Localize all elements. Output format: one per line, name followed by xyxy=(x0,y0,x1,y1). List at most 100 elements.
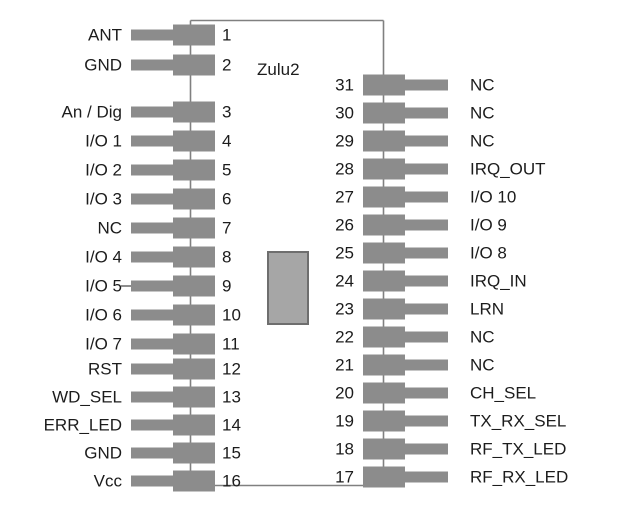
pin-number-5: 5 xyxy=(222,160,232,180)
pin-number-10: 10 xyxy=(222,305,241,325)
pin-lead-22 xyxy=(405,331,448,343)
pin-number-26: 26 xyxy=(335,215,354,235)
pin-number-6: 6 xyxy=(222,189,232,209)
pin-name-11: I/O 7 xyxy=(85,334,122,354)
pin-number-16: 16 xyxy=(222,471,241,491)
center-block-shape xyxy=(267,251,309,325)
pin-lead-28 xyxy=(405,163,448,175)
pin-name-19: TX_RX_SEL xyxy=(470,411,567,431)
left-pin-shapes xyxy=(121,24,215,492)
pin-lead-27 xyxy=(405,191,448,203)
pin-number-20: 20 xyxy=(335,383,354,403)
pin-pad-9 xyxy=(173,275,215,297)
pin-number-24: 24 xyxy=(335,271,354,291)
pin-lead-21 xyxy=(405,359,448,371)
pin-lead-12 xyxy=(131,363,173,375)
pin-pad-1 xyxy=(173,24,215,46)
pin-pad-7 xyxy=(173,217,215,239)
pin-number-17: 17 xyxy=(335,467,354,487)
pin-name-1: ANT xyxy=(88,25,122,45)
pin-number-1: 1 xyxy=(222,25,232,45)
pin-lead-6 xyxy=(131,193,173,205)
pin-name-17: RF_RX_LED xyxy=(470,467,569,487)
pin-name-6: I/O 3 xyxy=(85,189,122,209)
pin-lead-17 xyxy=(405,471,448,483)
pin-lead-18 xyxy=(405,443,448,455)
pin-number-28: 28 xyxy=(335,159,354,179)
pin-pad-13 xyxy=(173,386,215,408)
pin-pad-4 xyxy=(173,130,215,152)
pin-pad-29 xyxy=(363,130,405,152)
pin-name-31: NC xyxy=(470,75,495,95)
pin-pad-17 xyxy=(363,466,405,488)
pin-number-18: 18 xyxy=(335,439,354,459)
pin-pad-10 xyxy=(173,304,215,326)
pin-name-10: I/O 6 xyxy=(85,305,122,325)
pin-pad-20 xyxy=(363,382,405,404)
pin-name-15: GND xyxy=(84,443,122,463)
pin-pad-8 xyxy=(173,246,215,268)
pin-name-2: GND xyxy=(84,55,122,75)
pin-number-12: 12 xyxy=(222,359,241,379)
pin-lead-23 xyxy=(405,303,448,315)
pin-number-11: 11 xyxy=(222,334,240,354)
pin-pad-15 xyxy=(173,442,215,464)
pin-name-16: Vcc xyxy=(93,471,122,491)
pin-pad-27 xyxy=(363,186,405,208)
pin-pad-26 xyxy=(363,214,405,236)
pin-pad-2 xyxy=(173,54,215,76)
pin-name-25: I/O 8 xyxy=(470,243,507,263)
pin-lead-1 xyxy=(131,29,173,41)
pin-number-22: 22 xyxy=(335,327,354,347)
pin-pad-14 xyxy=(173,414,215,436)
pin-lead-30 xyxy=(405,107,448,119)
pin-pad-11 xyxy=(173,333,215,355)
pin-name-18: RF_TX_LED xyxy=(470,439,567,459)
pin-pad-22 xyxy=(363,326,405,348)
pin-pad-30 xyxy=(363,102,405,124)
pin-lead-11 xyxy=(131,338,173,350)
pin-name-24: IRQ_IN xyxy=(470,271,527,291)
pin-lead-7 xyxy=(131,222,173,234)
pin-name-29: NC xyxy=(470,131,495,151)
pin-lead-9 xyxy=(131,280,173,292)
pin-pad-25 xyxy=(363,242,405,264)
pin-name-30: NC xyxy=(470,103,495,123)
pin-lead-3 xyxy=(131,106,173,118)
pin-name-3: An / Dig xyxy=(61,102,122,122)
pin-pad-12 xyxy=(173,358,215,380)
pin-name-23: LRN xyxy=(470,299,505,319)
pin-lead-8 xyxy=(131,251,173,263)
pin-pad-19 xyxy=(363,410,405,432)
right-pin-shapes xyxy=(363,74,448,488)
module-block xyxy=(267,251,309,325)
pin-number-14: 14 xyxy=(222,415,241,435)
pin-lead-5 xyxy=(131,164,173,176)
pin-pad-18 xyxy=(363,438,405,460)
chip-title: Zulu2 xyxy=(257,60,300,79)
pin-lead-25 xyxy=(405,247,448,259)
pin-pad-6 xyxy=(173,188,215,210)
pin-lead-20 xyxy=(405,387,448,399)
pin-lead-15 xyxy=(131,447,173,459)
pin-lead-2 xyxy=(131,59,173,71)
pin-pad-5 xyxy=(173,159,215,181)
pin-number-29: 29 xyxy=(335,131,354,151)
pin-number-7: 7 xyxy=(222,218,232,238)
pin-lead-4 xyxy=(131,135,173,147)
pin-number-21: 21 xyxy=(335,355,354,375)
pin-lead-26 xyxy=(405,219,448,231)
pin-lead-24 xyxy=(405,275,448,287)
pin-lead-19 xyxy=(405,415,448,427)
pin-number-31: 31 xyxy=(335,75,354,95)
pin-name-8: I/O 4 xyxy=(85,247,122,267)
pin-name-14: ERR_LED xyxy=(43,415,122,435)
pin-name-27: I/O 10 xyxy=(470,187,517,207)
pin-number-23: 23 xyxy=(335,299,354,319)
pin-lead-13 xyxy=(131,391,173,403)
pin-name-20: CH_SEL xyxy=(470,383,537,403)
pin-name-26: I/O 9 xyxy=(470,215,507,235)
pin-name-13: WD_SEL xyxy=(52,387,122,407)
